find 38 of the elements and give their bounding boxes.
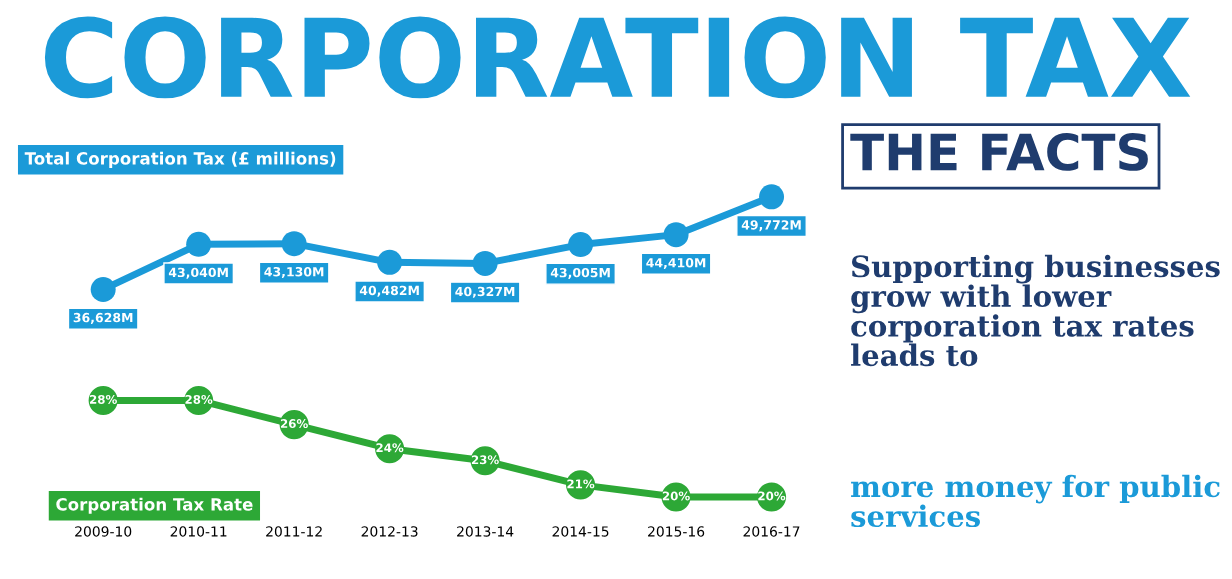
x-tick-label: 2010-11 [170,526,227,537]
text: more money for public services [851,474,1220,528]
data-label: 43,040M [168,267,228,279]
data-label: 26% [280,419,308,429]
data-label: 21% [567,479,595,489]
data-label: 23% [471,455,499,465]
data-label: 43,130M [264,267,324,279]
text: Supporting businesses grow with lower corporation tax rates leads to [851,254,1220,367]
data-label: 40,482M [359,285,419,297]
data-label: 44,410M [646,257,706,270]
data-label: 28% [89,394,117,404]
data-label: 24% [376,443,404,453]
x-tick-label: 2015-16 [648,526,705,537]
point [663,222,689,248]
data-label: 28% [185,394,213,404]
chart-title: CORPORATION TAX [44,16,1191,99]
x-tick-label: 2009-10 [75,526,132,537]
data-label: 40,327M [455,286,515,298]
point [377,249,403,275]
x-tick-label: 2014-15 [552,526,609,537]
text: THE FACTS [850,133,1148,171]
point [759,184,785,210]
point [90,277,116,302]
x-tick-label: 2012-13 [361,526,418,537]
data-label: 20% [758,491,786,501]
point [186,231,212,257]
data-label: 49,772M [741,220,801,232]
data-label: 20% [662,491,690,501]
text: Corporation Tax Rate [56,497,253,514]
data-label: 36,628M [73,312,133,324]
point [281,231,307,257]
data-label: 43,005M [550,267,610,279]
x-tick-label: 2011-12 [266,526,322,537]
x-tick-label: 2016-17 [743,526,800,537]
point [568,232,594,258]
x-tick-label: 2013-14 [457,526,514,537]
chart-subtitle: Total Corporation Tax (£ millions) [24,151,336,168]
point [472,250,498,276]
